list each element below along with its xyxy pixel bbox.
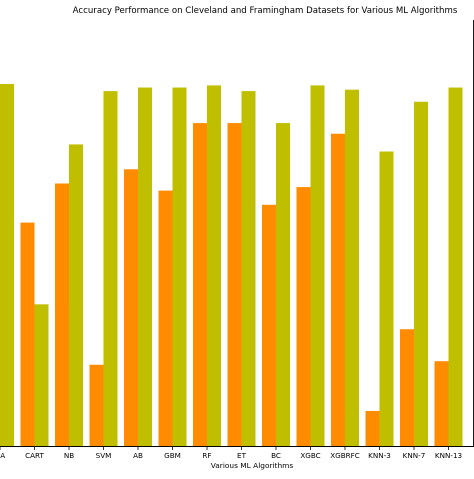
x-tick-label: XGBRFC (330, 451, 360, 460)
bar-series1-xgbrfc (331, 133, 345, 447)
bars (0, 83, 463, 447)
x-tick-label: XGBC (300, 451, 320, 460)
bar-series1-knn-3 (365, 410, 380, 447)
bar-series2-xgbc (310, 85, 325, 447)
bar-series2-svm (103, 91, 118, 447)
bar-series2-knn-7 (414, 101, 428, 447)
x-tick-label: KNN-13 (435, 451, 462, 460)
bar-series1-knn-13 (434, 361, 449, 447)
x-tick-label: ET (237, 451, 247, 460)
chart-title: Accuracy Performance on Cleveland and Fr… (73, 6, 458, 16)
x-tick-label: NB (64, 451, 74, 460)
bar-series1-xgbc (296, 187, 311, 447)
bar-series1-knn-7 (400, 329, 414, 447)
bar-series1-cart (20, 222, 35, 447)
x-axis-label: Various ML Algorithms (211, 461, 294, 470)
bar-series2-bc (276, 123, 290, 447)
bar-series1-svm (89, 364, 104, 447)
bar-series2-knn-13 (448, 87, 463, 447)
bar-series2-gbm (172, 87, 187, 447)
bar-series2-et (241, 91, 256, 447)
bar-series2-knn-3 (379, 151, 394, 447)
bar-series2-lda (0, 83, 14, 447)
x-tick-label: SVM (96, 451, 112, 460)
bar-series2-ab (138, 87, 152, 447)
bar-series1-gbm (158, 190, 173, 447)
x-tick-label: KNN-3 (368, 451, 391, 460)
bar-series2-nb (69, 144, 83, 447)
bar-series2-rf (207, 85, 221, 447)
bar-series1-ab (124, 169, 138, 447)
x-tick-label: CART (25, 451, 44, 460)
x-tick-label: DA (0, 451, 5, 460)
bar-series1-nb (55, 183, 69, 447)
x-tick-label: KNN-7 (403, 451, 426, 460)
bar-series1-et (227, 123, 242, 447)
x-ticks: DA CART NB SVM AB GBM RF ET BC XGBC XGBRFC KNN-3 KNN… (0, 446, 462, 460)
x-tick-label: AB (133, 451, 143, 460)
bar-series2-xgbrfc (345, 89, 359, 447)
bar-series2-cart (34, 304, 49, 447)
x-tick-label: GBM (164, 451, 181, 460)
x-tick-label: BC (271, 451, 281, 460)
bar-series1-rf (193, 123, 207, 447)
x-tick-label: RF (202, 451, 211, 460)
bar-series1-bc (262, 204, 276, 447)
